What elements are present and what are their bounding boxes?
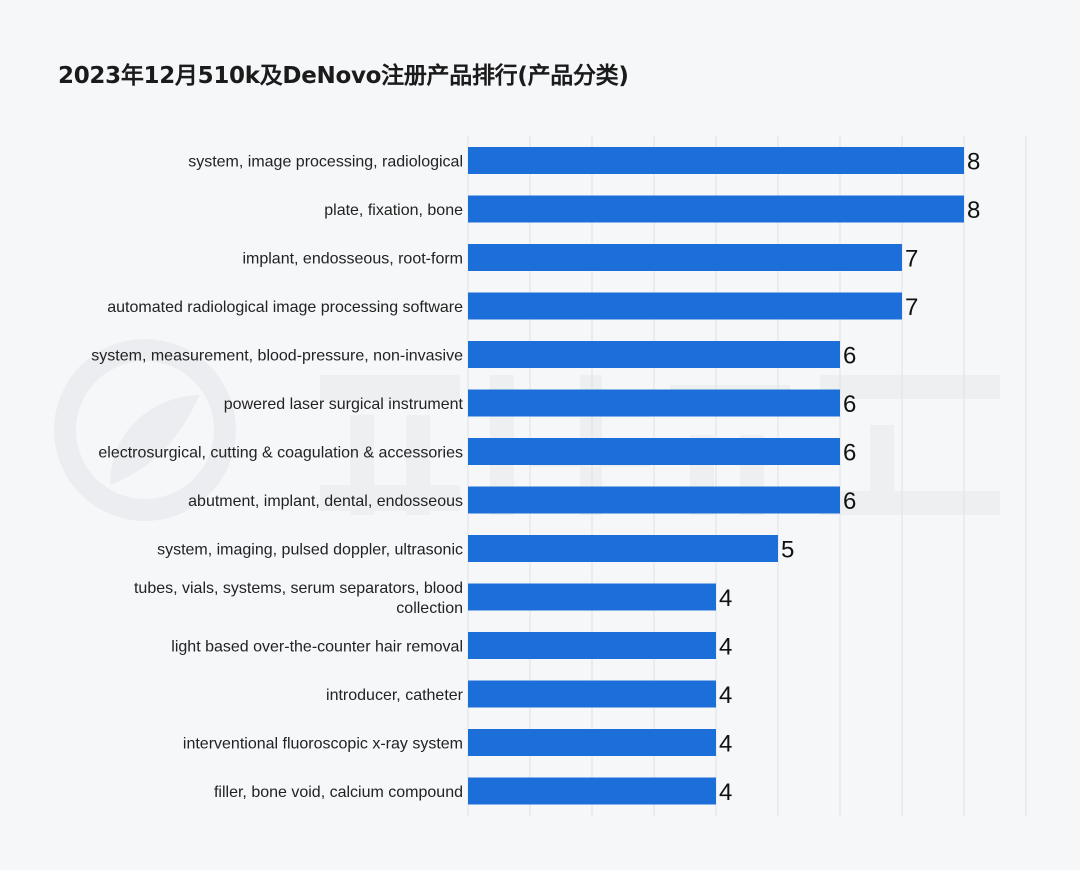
bar xyxy=(468,389,840,417)
category-label: interventional fluoroscopic x-ray system xyxy=(183,736,463,753)
bar xyxy=(468,680,716,708)
value-label: 4 xyxy=(719,682,732,709)
category-label: plate, fixation, bone xyxy=(324,202,463,219)
bar xyxy=(468,292,902,320)
category-label: automated radiological image processing … xyxy=(107,299,463,316)
category-label: system, imaging, pulsed doppler, ultraso… xyxy=(157,542,463,559)
value-label: 7 xyxy=(905,246,918,273)
value-label: 8 xyxy=(967,149,980,176)
value-label: 4 xyxy=(719,585,732,612)
category-label: light based over-the-counter hair remova… xyxy=(171,639,463,656)
value-label: 7 xyxy=(905,294,918,321)
category-label: implant, endosseous, root-form xyxy=(242,251,463,268)
bar xyxy=(468,583,716,611)
category-label: powered laser surgical instrument xyxy=(224,396,464,413)
bar xyxy=(468,777,716,805)
bar xyxy=(468,632,716,659)
bar xyxy=(468,195,964,223)
value-label: 6 xyxy=(843,440,856,467)
bar xyxy=(468,729,716,756)
category-label: system, measurement, blood-pressure, non… xyxy=(91,348,463,365)
value-label: 6 xyxy=(843,488,856,515)
bar xyxy=(468,535,778,562)
category-label: system, image processing, radiological xyxy=(188,154,463,171)
category-label: electrosurgical, cutting & coagulation &… xyxy=(98,445,463,462)
bar xyxy=(468,341,840,368)
value-label: 5 xyxy=(781,537,794,564)
category-label: abutment, implant, dental, endosseous xyxy=(188,493,463,510)
bar xyxy=(468,244,902,271)
bar xyxy=(468,486,840,514)
value-label: 4 xyxy=(719,779,732,806)
bar xyxy=(468,438,840,465)
value-label: 4 xyxy=(719,634,732,661)
value-label: 6 xyxy=(843,391,856,418)
category-label: tubes, vials, systems, serum separators,… xyxy=(134,580,463,617)
chart-title: 2023年12月510k及DeNovo注册产品排行(产品分类) xyxy=(58,63,629,89)
category-label: filler, bone void, calcium compound xyxy=(214,784,463,801)
value-label: 8 xyxy=(967,197,980,224)
category-label: introducer, catheter xyxy=(326,687,464,704)
bar xyxy=(468,147,964,174)
value-label: 6 xyxy=(843,343,856,370)
value-label: 4 xyxy=(719,731,732,758)
